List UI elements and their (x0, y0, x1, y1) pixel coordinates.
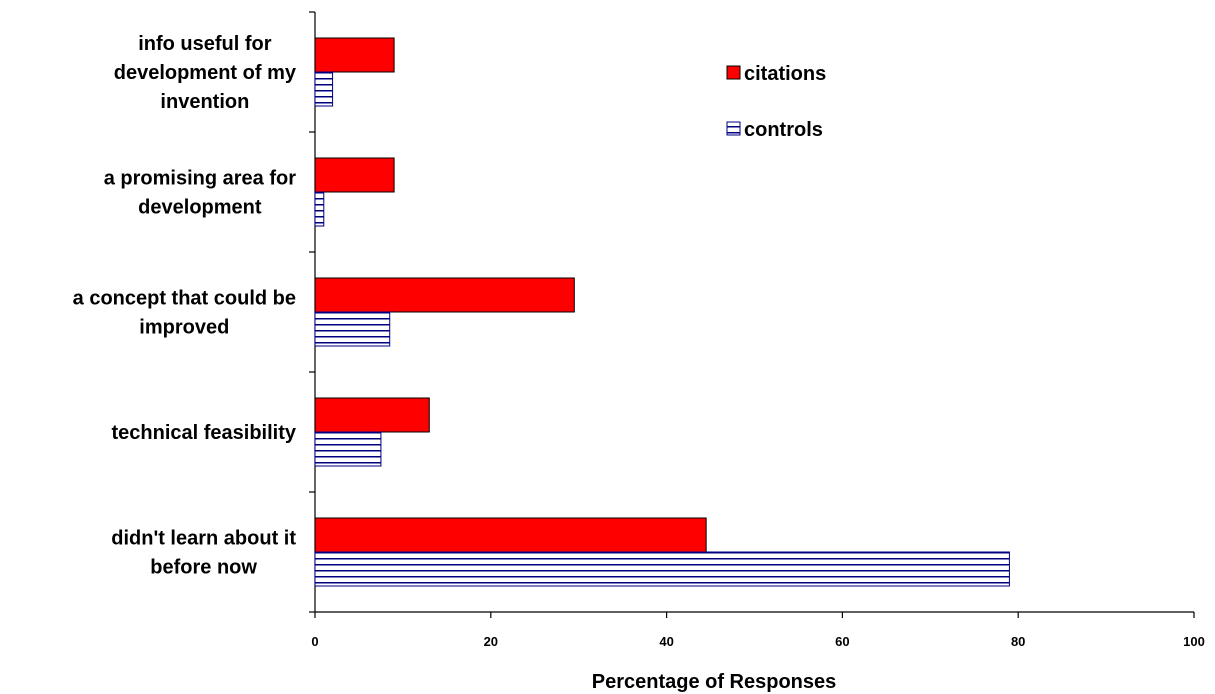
x-tick-label: 0 (311, 634, 318, 649)
category-label: development of my (114, 62, 297, 84)
bar-citations (314, 37, 395, 73)
legend-swatch-citations (726, 65, 741, 80)
x-tick-label: 100 (1183, 634, 1205, 649)
legend-label-citations: citations (744, 63, 826, 85)
bar-controls (314, 311, 391, 347)
x-tick-label: 40 (659, 634, 673, 649)
category-label: technical feasibility (111, 422, 296, 444)
x-tick-label: 80 (1011, 634, 1025, 649)
category-label: development (138, 197, 262, 219)
bar-citations (314, 157, 395, 193)
category-label: invention (160, 91, 249, 113)
bar-controls (314, 551, 1010, 587)
x-axis-title: Percentage of Responses (592, 671, 837, 693)
bar-controls (314, 431, 382, 467)
x-tick-label: 60 (835, 634, 849, 649)
bar-controls (314, 71, 334, 107)
category-label: before now (150, 557, 257, 579)
plot-area: 0 20 40 60 80 100 info useful for development o… (73, 11, 1205, 649)
category-label: a promising area for (104, 168, 296, 190)
category-label: a concept that could be (73, 288, 296, 310)
bar-citations (314, 277, 575, 313)
bar-controls (314, 191, 325, 227)
category-label: improved (139, 317, 229, 339)
bar-citations (314, 517, 707, 553)
legend-label-controls: controls (744, 119, 823, 141)
category-label: didn't learn about it (111, 528, 296, 550)
bar-citations (314, 397, 430, 433)
legend: citations controls (726, 63, 826, 141)
category-label: info useful for (138, 33, 272, 55)
legend-swatch-controls (726, 121, 741, 136)
x-tick-label: 20 (484, 634, 498, 649)
